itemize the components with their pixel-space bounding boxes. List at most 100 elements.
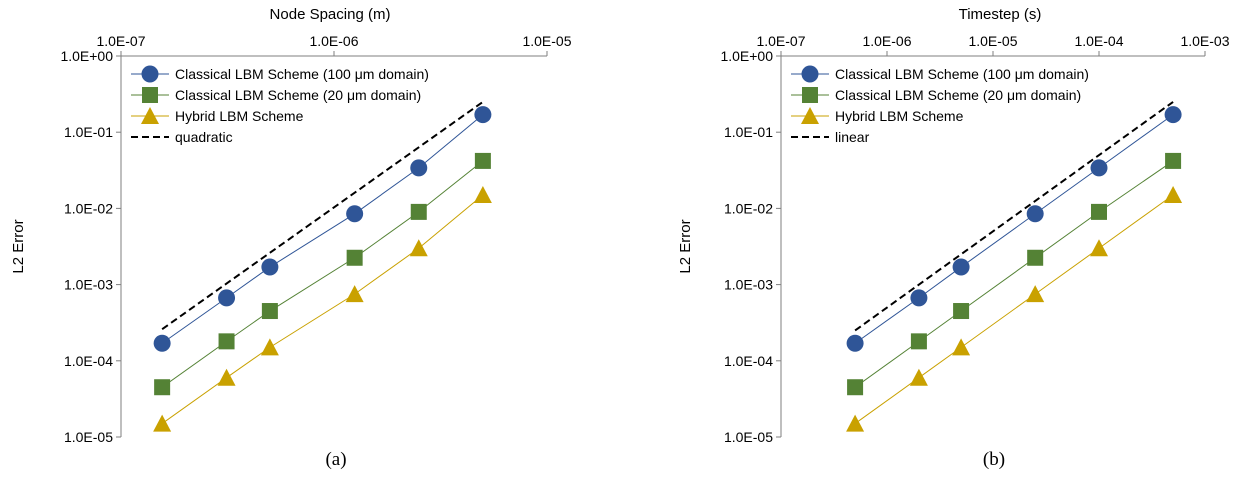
data-point [346, 249, 363, 266]
data-point [410, 159, 428, 177]
x-tick-label: 1.0E-07 [756, 33, 805, 49]
data-point [1026, 285, 1045, 303]
y-tick-label: 1.0E+00 [720, 48, 773, 64]
legend-item: Hybrid LBM Scheme [131, 107, 304, 124]
series-reference-line [854, 101, 1174, 332]
series-line [161, 114, 484, 344]
y-tick-label: 1.0E-05 [724, 429, 773, 445]
series-triangle [153, 185, 492, 432]
data-point [474, 152, 491, 169]
data-point [952, 258, 970, 276]
data-point [1027, 249, 1044, 266]
series-line [161, 160, 484, 388]
data-point [261, 258, 279, 276]
y-tick-label: 1.0E-01 [64, 124, 113, 140]
x-tick-label: 1.0E-07 [96, 33, 145, 49]
legend-label: Classical LBM Scheme (20 μm domain) [835, 87, 1081, 103]
y-tick-label: 1.0E-03 [724, 277, 773, 293]
series-circle [153, 106, 492, 352]
y-tick-label: 1.0E-04 [724, 353, 773, 369]
data-point [474, 106, 492, 124]
series-circle [846, 106, 1182, 352]
data-point [1090, 239, 1108, 257]
data-point [261, 303, 278, 320]
series-line [854, 194, 1174, 424]
legend-label: Hybrid LBM Scheme [835, 108, 964, 124]
y-tick-label: 1.0E+00 [60, 48, 113, 64]
legend-label: Classical LBM Scheme (20 μm domain) [175, 87, 421, 103]
data-point [410, 203, 427, 220]
data-point [218, 289, 236, 307]
data-point [473, 185, 492, 203]
data-point [846, 334, 864, 352]
legend-label: linear [835, 129, 870, 145]
data-point [153, 334, 171, 352]
y-tick-label: 1.0E-05 [64, 429, 113, 445]
data-point [345, 285, 364, 303]
x-tick-label: 1.0E-03 [1180, 33, 1229, 49]
data-point [217, 368, 236, 386]
y-tick-label: 1.0E-02 [724, 200, 773, 216]
data-point [409, 239, 428, 257]
legend-item: Classical LBM Scheme (20 μm domain) [131, 87, 421, 103]
series-triangle [846, 185, 1183, 432]
y-tick-label: 1.0E-03 [64, 277, 113, 293]
legend-swatch-marker [801, 65, 819, 83]
data-point [846, 414, 865, 432]
x-tick-label: 1.0E-05 [968, 33, 1017, 49]
data-point [909, 368, 928, 386]
legend-label: Classical LBM Scheme (100 μm domain) [175, 66, 429, 82]
legend-label: Classical LBM Scheme (100 μm domain) [835, 66, 1089, 82]
x-tick-label: 1.0E-05 [522, 33, 571, 49]
data-point [1164, 185, 1183, 203]
y-tick-label: 1.0E-04 [64, 353, 113, 369]
legend: Classical LBM Scheme (100 μm domain) Clas… [791, 65, 1089, 145]
data-point [218, 333, 235, 350]
legend-label: quadratic [175, 129, 233, 145]
series-line [854, 160, 1174, 388]
y-tick-label: 1.0E-02 [64, 200, 113, 216]
chart-panel-1: 1.0E-07 1.0E-06 1.0E-05 1.0E-04 1.0E-03 1.0E+… [677, 6, 1230, 470]
legend-item: Classical LBM Scheme (20 μm domain) [791, 87, 1081, 103]
legend-item: linear [791, 129, 870, 145]
y-tick-label: 1.0E-01 [724, 124, 773, 140]
data-point [346, 205, 364, 223]
data-point [1164, 106, 1182, 124]
x-axis-title: Node Spacing (m) [270, 6, 391, 23]
legend-label: Hybrid LBM Scheme [175, 108, 304, 124]
data-point [1090, 159, 1108, 177]
y-axis-title: L2 Error [10, 219, 27, 273]
x-tick-label: 1.0E-04 [1074, 33, 1123, 49]
data-point [953, 303, 970, 320]
legend-swatch-marker [141, 65, 159, 83]
data-point [952, 338, 971, 356]
legend-swatch-marker [142, 87, 158, 103]
series-square [154, 152, 491, 396]
x-axis-title: Timestep (s) [959, 6, 1042, 23]
legend-item: Classical LBM Scheme (100 μm domain) [791, 65, 1089, 83]
series-line [161, 194, 484, 424]
data-point [153, 414, 172, 432]
legend: Classical LBM Scheme (100 μm domain) Clas… [131, 65, 429, 145]
panel-label: (a) [325, 449, 346, 470]
panel-label: (b) [983, 449, 1005, 470]
legend-swatch-marker [802, 87, 818, 103]
x-tick-label: 1.0E-06 [862, 33, 911, 49]
series-line [854, 101, 1174, 332]
data-point [154, 379, 171, 396]
legend-item: Hybrid LBM Scheme [791, 107, 964, 124]
data-point [1091, 203, 1107, 220]
series-line [854, 114, 1174, 344]
x-tick-label: 1.0E-06 [309, 33, 358, 49]
data-point [847, 379, 864, 396]
data-point [1165, 152, 1182, 169]
data-point [910, 333, 927, 350]
y-axis-title: L2 Error [677, 219, 694, 273]
chart-panel-0: 1.0E-07 1.0E-06 1.0E-05 1.0E+00 1.0E-01 1.0E-… [10, 6, 572, 470]
legend-swatch-marker [801, 107, 819, 124]
legend-swatch-marker [141, 107, 159, 124]
data-point [1026, 205, 1044, 223]
series-square [847, 152, 1182, 396]
